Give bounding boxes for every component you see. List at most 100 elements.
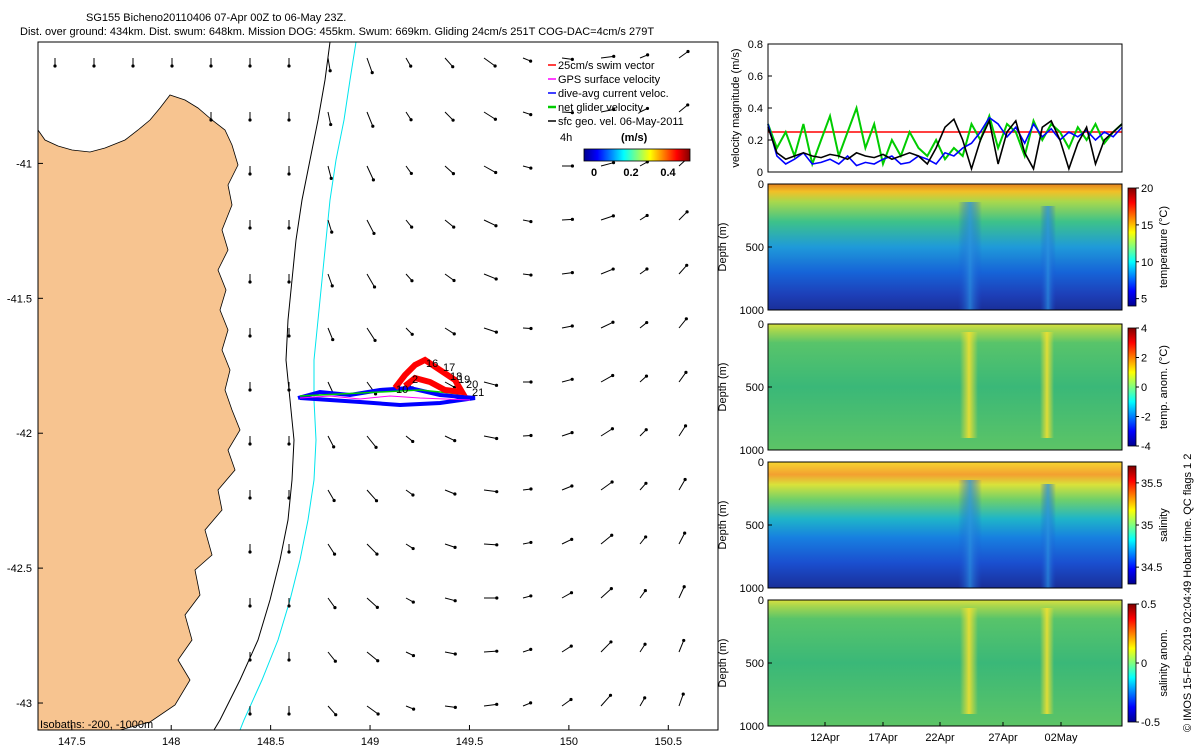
isobath-label: Isobaths: -200, -1000m — [40, 719, 153, 731]
map-ytick-label: -42 — [16, 428, 32, 440]
surface-velocity-arrow — [678, 586, 685, 599]
map-ytick-label: -43 — [16, 698, 32, 710]
depth-tick-label: 500 — [746, 382, 764, 394]
surface-velocity-arrowhead — [453, 492, 457, 496]
depth-tick-label: 1000 — [740, 305, 764, 317]
surface-velocity-arrowhead — [452, 332, 456, 336]
surface-velocity-arrowhead — [570, 324, 574, 328]
surface-velocity-arrowhead — [529, 273, 533, 277]
surface-velocity-arrowhead — [248, 226, 252, 230]
surface-velocity-arrow — [366, 165, 374, 181]
surface-velocity-arrow — [600, 534, 613, 545]
surface-velocity-arrowhead — [333, 606, 337, 610]
surface-velocity-arrowhead — [529, 701, 533, 705]
surface-velocity-arrowhead — [248, 334, 252, 338]
surface-velocity-arrowhead — [495, 702, 499, 706]
surface-velocity-arrow — [600, 481, 613, 491]
surface-velocity-arrow — [600, 215, 614, 221]
map-colorbar — [583, 148, 691, 162]
surface-velocity-arrowhead — [643, 642, 647, 646]
surface-velocity-arrow — [678, 479, 686, 491]
temp-anomaly-colorbar-label: temp. anom. (°C) — [1158, 345, 1170, 429]
legend-label-gps: GPS surface velocity — [558, 74, 661, 86]
surface-velocity-arrowhead — [683, 531, 687, 535]
surface-velocity-arrow — [600, 162, 614, 167]
surface-velocity-arrowhead — [92, 64, 96, 68]
surface-velocity-arrowhead — [287, 226, 291, 230]
surface-velocity-arrowhead — [611, 161, 616, 165]
surface-velocity-arrowhead — [683, 477, 687, 482]
surface-velocity-arrowhead — [248, 550, 252, 554]
surface-velocity-arrowhead — [686, 49, 690, 54]
surface-velocity-arrowhead — [609, 640, 613, 644]
surface-velocity-arrowhead — [248, 388, 252, 392]
surface-velocity-arrow — [327, 327, 334, 340]
surface-velocity-arrowhead — [248, 118, 252, 122]
surface-velocity-arrowhead — [334, 713, 338, 717]
surface-velocity-arrow — [327, 165, 332, 179]
surface-velocity-arrowhead — [681, 692, 685, 696]
surface-velocity-arrowhead — [684, 370, 688, 374]
surface-velocity-arrow — [600, 321, 614, 329]
surface-velocity-arrowhead — [330, 230, 334, 234]
colorbar-tick-0: 0 — [591, 167, 597, 179]
surface-velocity-arrowhead — [495, 543, 499, 547]
surface-velocity-arrowhead — [332, 445, 336, 449]
map-ytick-label: -42.5 — [7, 563, 32, 575]
surface-velocity-arrowhead — [248, 280, 252, 284]
surface-velocity-arrow — [483, 57, 496, 67]
surface-velocity-arrow — [561, 218, 573, 221]
surface-velocity-arrow — [327, 57, 331, 71]
colorbar-tick-label: 15 — [1141, 220, 1153, 232]
colorbar-tick-label: -0.5 — [1141, 717, 1160, 729]
surface-velocity-arrowhead — [333, 659, 337, 663]
surface-velocity-arrow — [483, 111, 496, 120]
surface-velocity-arrowhead — [529, 540, 533, 545]
surface-velocity-arrow — [678, 425, 686, 437]
surface-velocity-arrowhead — [685, 210, 689, 214]
legend-label-sfc: sfc geo. vel. 06-May-2011 — [558, 116, 684, 128]
surface-velocity-arrow — [444, 327, 455, 335]
surface-velocity-arrow — [327, 543, 335, 555]
surface-velocity-arrow — [366, 705, 379, 715]
surface-velocity-arrow — [561, 592, 572, 599]
surface-velocity-arrowhead — [643, 588, 647, 593]
surface-velocity-arrowhead — [375, 605, 379, 610]
surface-velocity-arrow — [600, 428, 613, 437]
surface-velocity-arrow — [483, 650, 497, 653]
date-tick-label: 22Apr — [925, 732, 955, 744]
surface-velocity-arrows — [53, 49, 690, 717]
surface-velocity-arrowhead — [494, 330, 498, 334]
track-label-17: 17 — [443, 362, 455, 374]
surface-velocity-arrowhead — [409, 118, 413, 122]
colorbar-tick-label: 34.5 — [1141, 562, 1162, 574]
surface-velocity-arrowhead — [570, 217, 574, 221]
surface-velocity-arrowhead — [529, 594, 533, 598]
surface-velocity-arrow — [561, 699, 572, 707]
surface-velocity-arrowhead — [409, 171, 413, 176]
salinity-anomaly-stripe-feature — [1040, 608, 1054, 714]
surface-velocity-arrowhead — [495, 436, 499, 441]
surface-velocity-arrowhead — [645, 267, 649, 271]
surface-velocity-arrow — [678, 264, 688, 275]
surface-velocity-arrow — [483, 273, 497, 280]
surface-velocity-arrow — [366, 273, 375, 288]
surface-velocity-arrow — [483, 703, 497, 707]
surface-velocity-arrowhead — [529, 487, 533, 491]
salinity-colorbar-label: salinity — [1158, 508, 1170, 542]
map-xtick-label: 150 — [560, 736, 578, 748]
surface-velocity-arrowhead — [371, 124, 375, 128]
surface-velocity-arrowhead — [411, 600, 415, 604]
colorbar-tick-02: 0.2 — [623, 167, 638, 179]
surface-velocity-arrow — [366, 543, 378, 555]
surface-velocity-arrow — [600, 694, 611, 707]
surface-velocity-arrowhead — [610, 480, 614, 484]
surface-velocity-arrowhead — [610, 533, 614, 537]
surface-velocity-arrowhead — [570, 484, 574, 488]
map-xtick-label: 149.5 — [456, 736, 484, 748]
surface-velocity-arrowhead — [329, 176, 333, 180]
surface-velocity-arrowhead — [409, 64, 413, 68]
surface-velocity-arrowhead — [570, 164, 575, 168]
surface-velocity-arrowhead — [411, 653, 416, 658]
